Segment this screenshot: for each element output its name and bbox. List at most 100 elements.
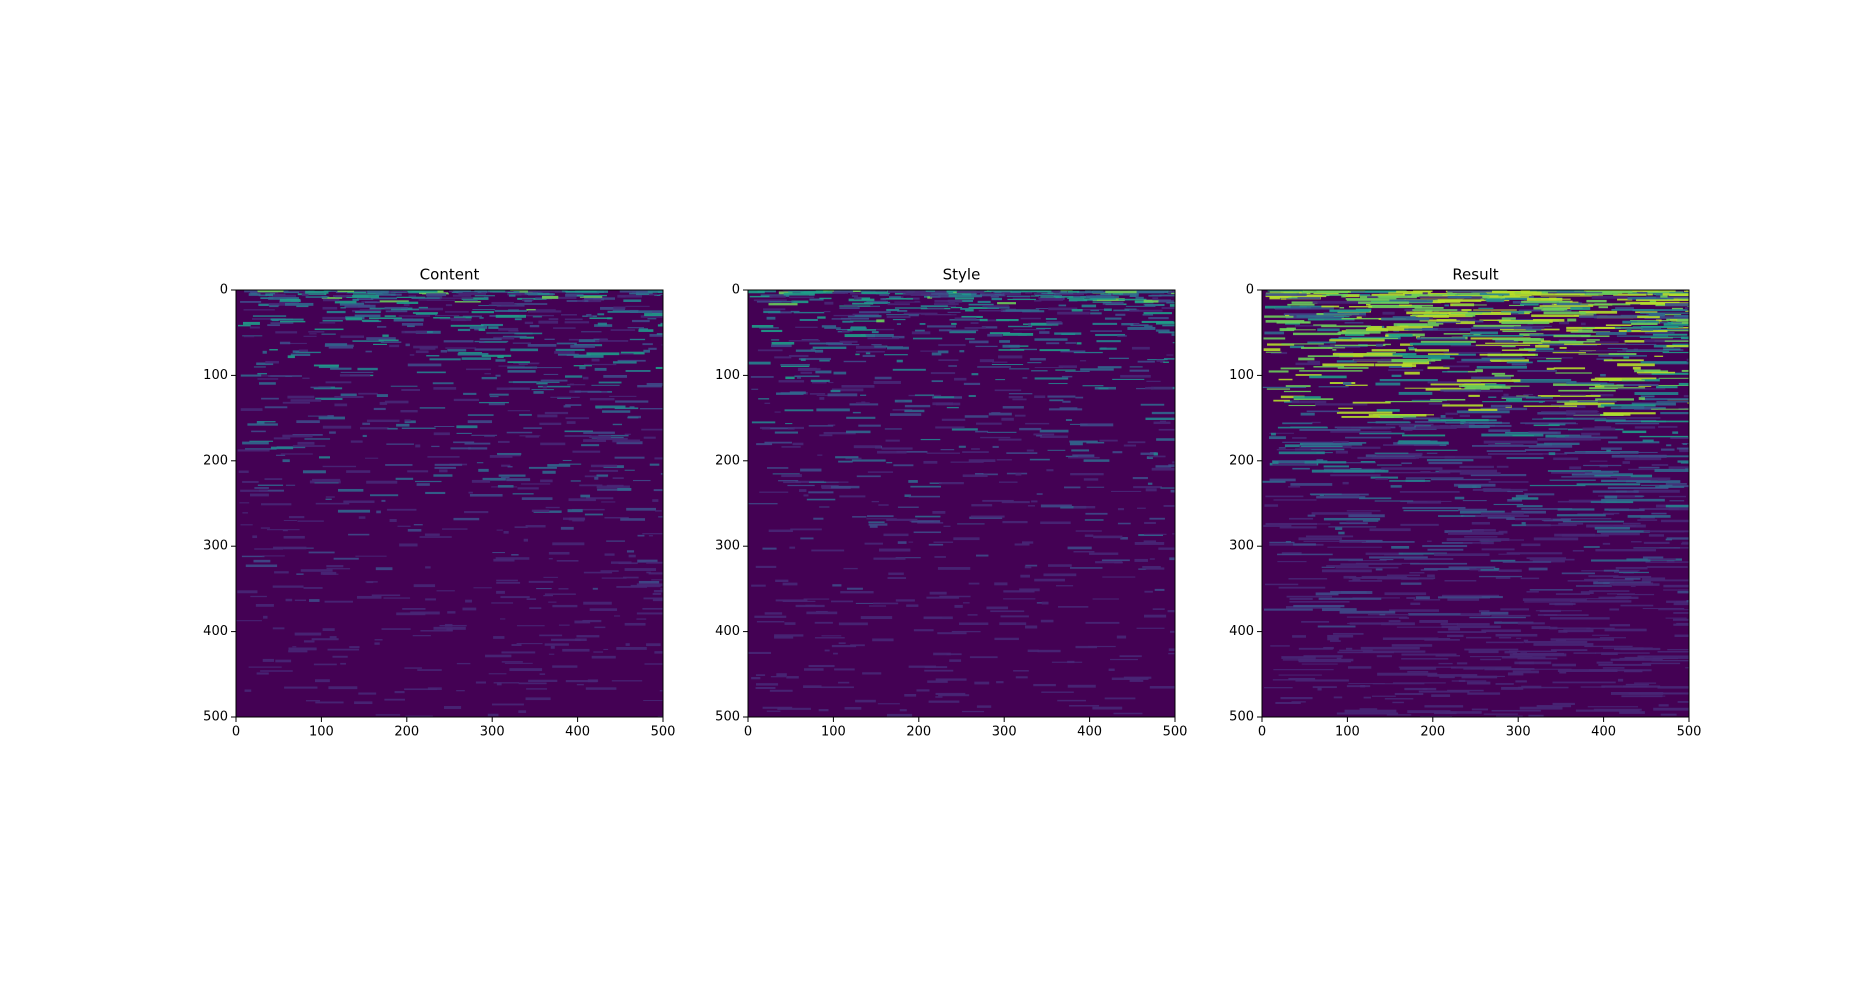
texture: [1388, 369, 1424, 372]
texture: [1666, 444, 1672, 447]
texture: [1145, 567, 1165, 570]
texture: [1535, 344, 1550, 348]
texture: [537, 385, 571, 388]
texture: [1343, 575, 1357, 579]
texture: [1131, 346, 1150, 350]
texture: [1481, 548, 1515, 551]
texture: [496, 387, 531, 390]
texture: [1301, 445, 1343, 448]
texture: [572, 508, 605, 511]
texture: [245, 564, 278, 568]
texture: [587, 315, 593, 317]
texture: [1009, 368, 1030, 370]
texture: [1159, 294, 1175, 297]
texture: [1529, 290, 1585, 292]
texture: [834, 668, 855, 671]
texture: [1638, 397, 1645, 400]
texture: [1509, 304, 1525, 307]
texture: [369, 307, 391, 310]
texture: [1553, 334, 1590, 338]
texture: [305, 296, 322, 298]
texture: [1431, 478, 1491, 481]
texture: [1448, 566, 1496, 569]
texture: [1386, 714, 1412, 716]
x-tick-label: 200: [906, 725, 931, 740]
texture: [787, 484, 815, 487]
texture: [1269, 478, 1296, 482]
texture: [597, 313, 605, 316]
texture: [1134, 290, 1168, 293]
texture: [1633, 547, 1681, 549]
texture: [1086, 296, 1119, 299]
texture: [1172, 533, 1175, 535]
texture: [1073, 550, 1095, 553]
texture: [1641, 325, 1679, 328]
texture: [592, 587, 598, 590]
texture: [1641, 662, 1681, 665]
texture: [852, 411, 861, 414]
texture: [1526, 591, 1539, 593]
texture: [557, 353, 579, 356]
texture: [1159, 420, 1167, 423]
texture: [1601, 343, 1657, 346]
texture: [558, 624, 570, 626]
texture: [1557, 500, 1592, 503]
texture: [1454, 496, 1465, 500]
axes-frame: [1261, 289, 1690, 718]
texture: [1558, 522, 1584, 525]
texture: [831, 388, 864, 392]
texture: [1561, 534, 1609, 537]
texture: [1501, 321, 1550, 325]
texture: [917, 521, 944, 524]
texture: [1144, 590, 1153, 593]
texture: [457, 353, 489, 356]
texture: [869, 525, 878, 528]
texture: [327, 648, 360, 651]
texture: [274, 571, 289, 574]
texture: [1666, 537, 1689, 540]
texture: [407, 324, 415, 328]
texture: [991, 364, 1024, 366]
texture: [1654, 469, 1689, 472]
texture: [1406, 597, 1416, 599]
texture: [1301, 620, 1330, 623]
texture: [1303, 655, 1343, 658]
texture: [1494, 621, 1502, 624]
texture: [321, 295, 328, 299]
texture: [1590, 500, 1606, 504]
texture: [434, 426, 455, 428]
texture: [294, 599, 307, 602]
texture: [1648, 313, 1666, 317]
texture: [929, 591, 947, 595]
texture: [853, 445, 882, 449]
texture: [432, 382, 454, 385]
texture: [882, 298, 914, 300]
texture: [629, 292, 648, 295]
texture: [1410, 602, 1421, 605]
texture: [931, 352, 942, 356]
texture: [652, 598, 663, 602]
texture: [426, 355, 440, 357]
texture: [413, 345, 438, 349]
texture: [1367, 296, 1379, 299]
texture: [474, 295, 495, 297]
texture: [1117, 335, 1127, 337]
texture: [369, 317, 402, 320]
texture: [1681, 369, 1689, 372]
texture: [1039, 331, 1050, 334]
texture: [855, 345, 886, 349]
texture: [587, 679, 599, 683]
texture: [1630, 585, 1636, 587]
texture: [1606, 417, 1661, 419]
texture: [1076, 342, 1082, 345]
texture: [539, 673, 546, 675]
texture: [876, 319, 885, 323]
texture: [1151, 467, 1175, 471]
texture: [1353, 358, 1392, 362]
texture: [1649, 300, 1657, 304]
texture: [1464, 648, 1519, 651]
texture: [600, 570, 619, 572]
texture: [1425, 309, 1433, 312]
texture: [384, 315, 396, 317]
texture: [1348, 683, 1385, 685]
